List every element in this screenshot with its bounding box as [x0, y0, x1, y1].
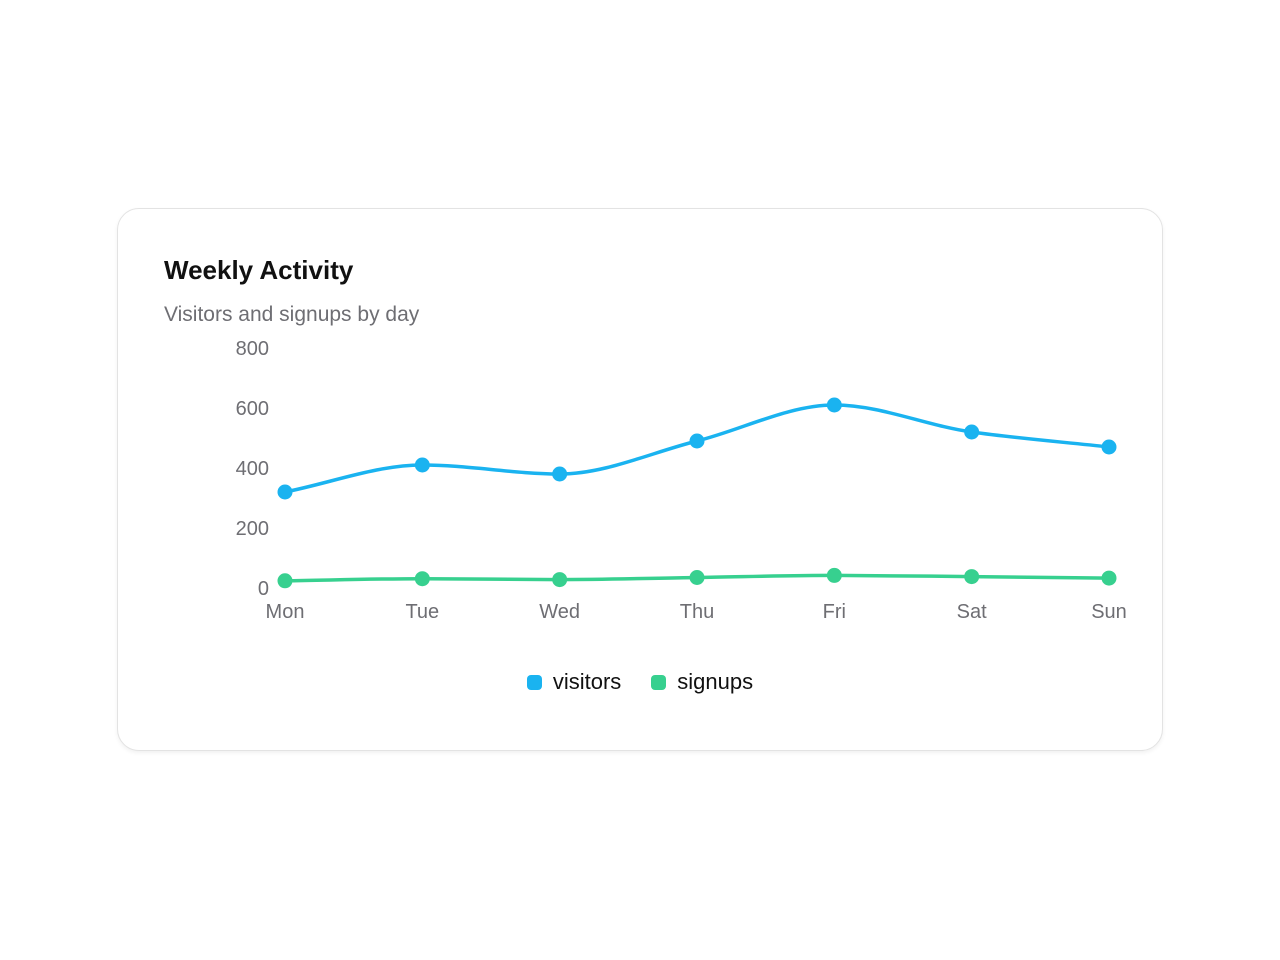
- data-point-visitors: [1101, 439, 1117, 455]
- x-tick-label: Fri: [823, 601, 846, 623]
- legend-item-signups: signups: [651, 669, 753, 695]
- x-tick-label: Sun: [1091, 601, 1127, 623]
- data-point-signups: [826, 567, 842, 583]
- data-point-signups: [277, 573, 293, 589]
- chart-title: Weekly Activity: [164, 255, 354, 285]
- y-tick-label: 800: [236, 338, 269, 360]
- data-point-visitors: [552, 466, 568, 482]
- chart-subtitle: Visitors and signups by day: [164, 303, 420, 326]
- chart-card: Weekly Activity Visitors and signups by …: [117, 208, 1163, 751]
- data-point-visitors: [964, 424, 980, 440]
- x-tick-label: Mon: [266, 601, 305, 623]
- legend-label: signups: [677, 669, 754, 694]
- legend-swatch: [526, 674, 542, 690]
- x-tick-label: Sat: [957, 601, 987, 623]
- data-point-signups: [552, 572, 568, 588]
- data-point-signups: [1101, 570, 1117, 586]
- legend-label: visitors: [552, 669, 622, 694]
- data-point-visitors: [414, 457, 430, 473]
- data-point-visitors: [277, 484, 293, 500]
- data-point-signups: [689, 570, 705, 585]
- y-tick-label: 200: [236, 518, 269, 540]
- data-point-visitors: [826, 397, 842, 413]
- data-point-signups: [414, 571, 430, 587]
- data-point-signups: [964, 569, 980, 585]
- y-tick-label: 600: [236, 398, 269, 420]
- y-tick-label: 400: [236, 458, 269, 480]
- x-tick-label: Thu: [680, 601, 714, 623]
- legend-swatch: [651, 674, 667, 690]
- legend-item-visitors: visitors: [526, 669, 622, 695]
- chart-legend: visitors signups: [118, 669, 1162, 695]
- x-tick-label: Wed: [539, 601, 580, 623]
- x-tick-label: Tue: [405, 601, 439, 623]
- data-point-visitors: [689, 433, 705, 449]
- y-tick-label: 0: [258, 578, 269, 600]
